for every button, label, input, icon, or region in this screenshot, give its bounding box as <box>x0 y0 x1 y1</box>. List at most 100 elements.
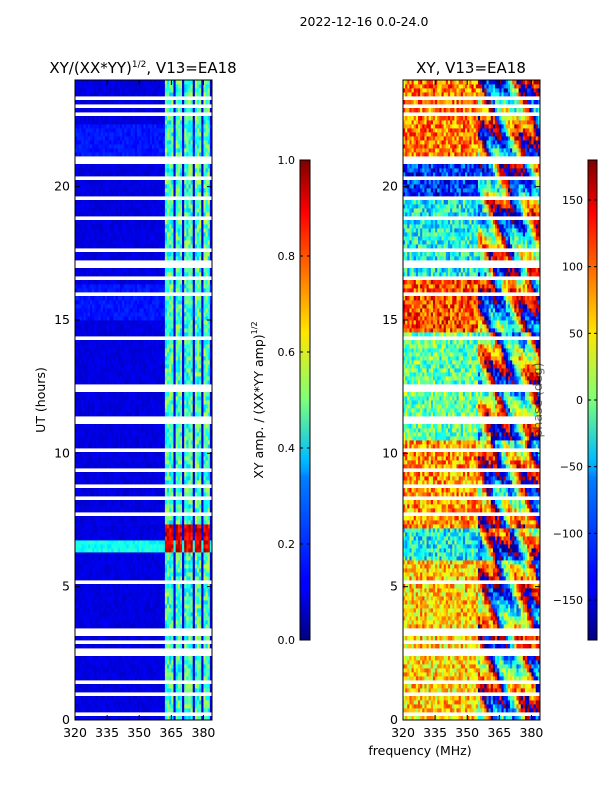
heatmap-cell <box>177 400 181 405</box>
heatmap-cell <box>173 424 177 429</box>
heatmap-cell <box>182 696 185 701</box>
heatmap-cell <box>143 344 147 349</box>
heatmap-cell <box>85 352 89 357</box>
heatmap-cell <box>92 488 95 493</box>
heatmap-cell <box>124 616 127 621</box>
heatmap-cell <box>98 472 102 477</box>
heatmap-cell <box>160 356 164 361</box>
heatmap-cell <box>182 608 185 613</box>
heatmap-cell <box>119 552 123 557</box>
heatmap-cell <box>109 376 112 381</box>
heatmap-cell <box>113 688 117 693</box>
heatmap-cell <box>162 372 166 377</box>
heatmap-cell <box>85 708 89 713</box>
heatmap-cell <box>85 704 89 709</box>
heatmap-cell <box>92 436 95 441</box>
heatmap-cell <box>128 676 132 681</box>
heatmap-cell <box>109 616 112 621</box>
heatmap-cell <box>171 392 174 397</box>
heatmap-cell <box>162 456 166 461</box>
heatmap-cell <box>147 708 151 713</box>
heatmap-cell <box>83 428 87 433</box>
heatmap-cell <box>119 424 123 429</box>
heatmap-cell <box>199 352 202 357</box>
heatmap-cell <box>154 620 157 625</box>
heatmap-cell <box>209 492 212 497</box>
heatmap-cell <box>117 532 121 537</box>
heatmap-cell <box>126 524 129 529</box>
heatmap-cell <box>145 520 149 525</box>
heatmap-cell <box>182 400 185 405</box>
heatmap-cell <box>124 372 127 377</box>
heatmap-cell <box>81 488 84 493</box>
heatmap-cell <box>126 440 129 445</box>
heatmap-cell <box>141 584 144 589</box>
heatmap-cell <box>164 428 168 433</box>
heatmap-cell <box>89 668 93 673</box>
heatmap-cell <box>113 332 117 337</box>
heatmap-cell <box>192 556 196 561</box>
heatmap-cell <box>128 488 132 493</box>
heatmap-cell <box>124 332 127 337</box>
heatmap-cell <box>207 600 211 605</box>
heatmap-cell <box>124 404 127 409</box>
heatmap-cell <box>109 380 112 385</box>
heatmap-cell <box>209 660 212 665</box>
heatmap-cell <box>128 624 132 629</box>
heatmap-cell <box>139 716 142 720</box>
heatmap-cell <box>92 556 95 561</box>
heatmap-cell <box>81 444 84 449</box>
heatmap-cell <box>156 656 159 661</box>
heatmap-cell <box>139 348 142 353</box>
heatmap-cell <box>152 332 155 337</box>
heatmap-cell <box>207 504 211 509</box>
heatmap-cell <box>117 392 121 397</box>
heatmap-cell <box>143 428 147 433</box>
heatmap-cell <box>188 540 191 545</box>
heatmap-cell <box>194 360 198 365</box>
heatmap-cell <box>173 708 177 713</box>
heatmap-cell <box>94 452 97 457</box>
heatmap-cell <box>179 520 183 525</box>
heatmap-cell <box>102 600 106 605</box>
heatmap-cell <box>139 672 142 677</box>
heatmap-cell <box>197 472 200 477</box>
heatmap-cell <box>164 440 168 445</box>
heatmap-cell <box>143 396 147 401</box>
heatmap-cell <box>143 560 147 565</box>
heatmap-cell <box>147 604 151 609</box>
heatmap-cell <box>77 664 80 669</box>
heatmap-cell <box>194 688 198 693</box>
heatmap-cell <box>122 408 125 413</box>
heatmap-cell <box>109 356 112 361</box>
heatmap-cell <box>171 516 174 521</box>
heatmap-cell <box>167 464 170 469</box>
heatmap-cell <box>79 508 82 513</box>
heatmap-cell <box>117 332 121 337</box>
heatmap-cell <box>102 368 106 373</box>
heatmap-cell <box>167 600 170 605</box>
heatmap-cell <box>107 356 110 361</box>
heatmap-cell <box>130 588 134 593</box>
heatmap-cell <box>203 676 206 681</box>
heatmap-cell <box>154 564 157 569</box>
heatmap-cell <box>81 492 84 497</box>
heatmap-cell <box>115 516 119 521</box>
heatmap-cell <box>85 428 89 433</box>
heatmap-cell <box>169 620 172 625</box>
heatmap-cell <box>192 684 196 689</box>
heatmap-cell <box>98 556 102 561</box>
heatmap-cell <box>173 716 177 720</box>
heatmap-cell <box>122 368 125 373</box>
heatmap-cell <box>167 460 170 465</box>
heatmap-cell <box>160 380 164 385</box>
heatmap-cell <box>152 552 155 557</box>
heatmap-cell <box>167 624 170 629</box>
heatmap-cell <box>167 620 170 625</box>
heatmap-cell <box>111 464 114 469</box>
heatmap-cell <box>149 520 153 525</box>
heatmap-cell <box>83 540 87 545</box>
heatmap-cell <box>104 644 108 649</box>
heatmap-cell <box>156 576 159 581</box>
heatmap-cell <box>167 476 170 481</box>
